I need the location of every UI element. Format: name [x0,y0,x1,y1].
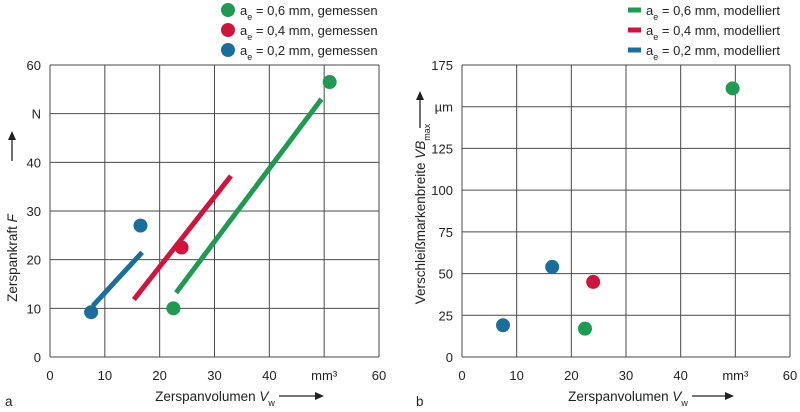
x-unit-label: mm³ [722,368,749,383]
legend-label: ae = 0,4 mm, modelliert [646,23,780,42]
x-tick-label: 30 [619,368,633,383]
panel-label: b [416,394,424,409]
y-axis-arrowhead [8,131,16,140]
x-tick-label: 60 [783,368,797,383]
data-point [174,240,189,255]
x-axis-arrowhead [725,392,734,400]
x-tick-label: 30 [207,368,221,383]
y-tick-label: 125 [431,141,453,156]
y-tick-label: 100 [431,183,453,198]
y-unit-label: µm [435,100,453,115]
x-tick-label: 0 [46,368,53,383]
y-tick-label: 0 [34,350,41,365]
data-point [84,305,99,320]
data-point [166,301,181,316]
y-tick-label: 25 [439,308,453,323]
x-axis-arrowhead [315,392,324,400]
x-tick-label: 60 [372,368,386,383]
data-point [578,321,592,336]
data-point [545,259,560,274]
x-tick-label: 20 [152,368,166,383]
legend-marker [221,3,235,17]
x-unit-label: mm³ [311,368,338,383]
legend-marker [221,23,235,37]
y-axis-arrowhead [416,91,424,100]
y-tick-label: 60 [27,58,41,73]
y-unit-label: N [32,107,41,122]
chart-panel-a: 0 10 20 30 40 mm³ 60 0 10 20 30 40 N 60 Zerspanvolumen… [5,3,386,409]
x-axis-label: Zerspanvolumen Vw [568,389,688,408]
data-point [133,218,148,233]
legend-label: ae = 0,4 mm, gemessen [240,23,378,42]
x-tick-label: 10 [509,368,523,383]
y-tick-label: 20 [27,253,41,268]
model-line [174,97,324,295]
y-axis-label: Zerspankraft F [5,213,20,302]
model-line [131,174,233,302]
x-axis-label: Zerspanvolumen Vw [155,389,275,408]
y-tick-label: 75 [439,225,453,240]
y-tick-label: 10 [27,301,41,316]
x-tick-label: 0 [458,368,465,383]
chart-panel-b: 0 10 20 30 40 mm³ 60 0 25 50 75 100 125 µm 175 Zerspanv… [413,3,797,409]
y-tick-label: 50 [439,267,453,282]
x-tick-label: 10 [98,368,112,383]
legend-label: ae = 0,6 mm, gemessen [240,3,378,22]
model-line [90,250,144,308]
data-point [725,81,740,96]
y-tick-label: 40 [27,155,41,170]
y-tick-label: 175 [431,58,453,73]
x-tick-label: 40 [673,368,687,383]
data-point [496,318,510,333]
y-tick-label: 0 [446,350,453,365]
legend-label: ae = 0,2 mm, gemessen [240,43,378,62]
x-tick-label: 20 [564,368,578,383]
y-tick-label: 30 [27,204,41,219]
y-axis-label: Verschleißmarkenbreite VBmax [413,123,432,304]
data-point [586,274,601,289]
x-tick-label: 40 [262,368,276,383]
data-point [322,75,337,90]
legend-label: ae = 0,2 mm, modelliert [646,43,780,62]
legend-marker [221,43,235,57]
panel-label: a [5,394,13,409]
legend-label: ae = 0,6 mm, modelliert [646,3,780,22]
